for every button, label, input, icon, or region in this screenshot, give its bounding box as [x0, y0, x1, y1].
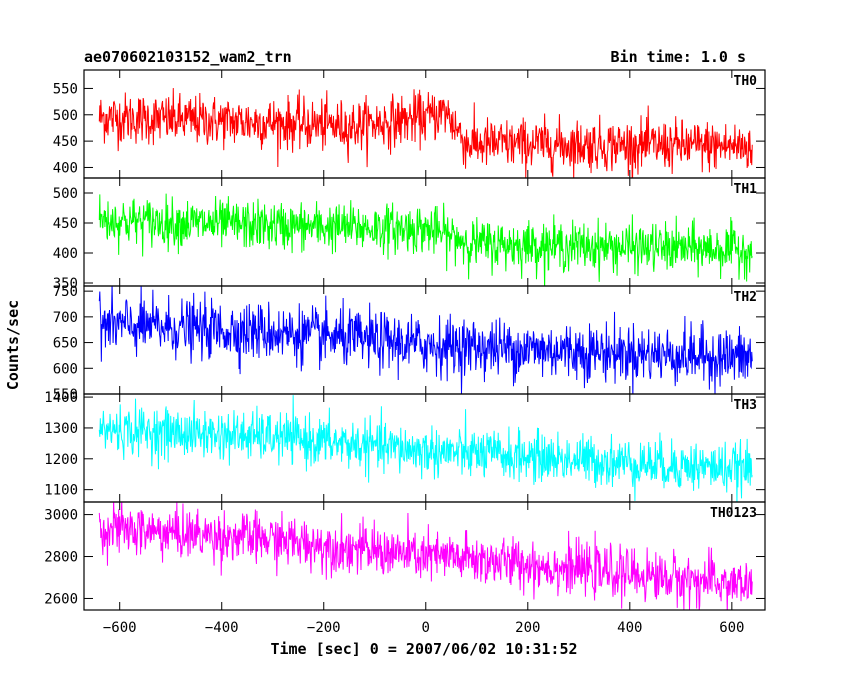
y-tick-label: 1200 — [44, 452, 78, 468]
y-tick-label: 400 — [53, 160, 78, 176]
y-tick-label: 1100 — [44, 483, 78, 499]
x-axis-label: Time [sec] 0 = 2007/06/02 10:31:52 — [270, 640, 577, 658]
series-line-th1 — [98, 193, 753, 286]
x-tick-label: 600 — [719, 620, 744, 636]
x-tick-label: −600 — [103, 620, 137, 636]
panel-th1: 350 400 450 500 TH1 — [53, 177, 766, 292]
panel-label-th3: TH3 — [734, 398, 757, 413]
x-tick-label: 200 — [515, 620, 540, 636]
panel-label-th0123: TH0123 — [710, 506, 757, 521]
series-line-th0123 — [98, 502, 753, 610]
x-axis: −600 −400 −200 0 200 400 600 — [103, 620, 745, 636]
panel-th0123: 2600 2800 3000 TH0123 — [44, 501, 766, 611]
x-tick-label: −200 — [307, 620, 341, 636]
bin-time-label: Bin time: 1.0 s — [611, 48, 746, 66]
y-tick-label: 550 — [53, 81, 78, 97]
y-tick-label: 750 — [53, 284, 78, 300]
panel-label-th1: TH1 — [734, 182, 758, 197]
y-tick-label: 350 — [53, 276, 78, 292]
y-tick-label: 600 — [53, 361, 78, 377]
panel-frame — [83, 501, 766, 611]
series-line-th0 — [98, 88, 753, 178]
chart-title: ae070602103152_wam2_trn — [84, 48, 292, 66]
panel-label-th2: TH2 — [734, 290, 757, 305]
panels-group: 400 450 500 550 TH0 350 400 450 500 TH1 550 600 650 7… — [44, 69, 766, 611]
x-tick-label: −400 — [205, 620, 239, 636]
panel-th0: 400 450 500 550 TH0 — [53, 69, 766, 179]
y-tick-label: 450 — [53, 216, 78, 232]
y-tick-label: 450 — [53, 134, 78, 150]
y-tick-label: 500 — [53, 186, 78, 202]
series-line-th3 — [98, 395, 753, 502]
y-tick-label: 2600 — [44, 591, 78, 607]
x-tick-label: 0 — [422, 620, 430, 636]
y-tick-label: 1400 — [44, 390, 78, 406]
y-tick-label: 550 — [53, 387, 78, 403]
y-tick-label: 1300 — [44, 421, 78, 437]
y-tick-label: 650 — [53, 336, 78, 352]
y-tick-label: 3000 — [44, 508, 78, 524]
panel-th2: 550 600 650 700 750 TH2 — [53, 284, 766, 403]
panel-th3: 1100 1200 1300 1400 TH3 — [44, 390, 766, 503]
y-axis-label: Counts/sec — [4, 300, 22, 390]
series-line-th2 — [98, 286, 753, 394]
x-tick-label: 400 — [617, 620, 642, 636]
y-tick-label: 400 — [53, 246, 78, 262]
y-tick-label: 700 — [53, 310, 78, 326]
y-tick-label: 500 — [53, 108, 78, 124]
y-tick-label: 2800 — [44, 550, 78, 566]
panel-label-th0: TH0 — [734, 74, 758, 89]
